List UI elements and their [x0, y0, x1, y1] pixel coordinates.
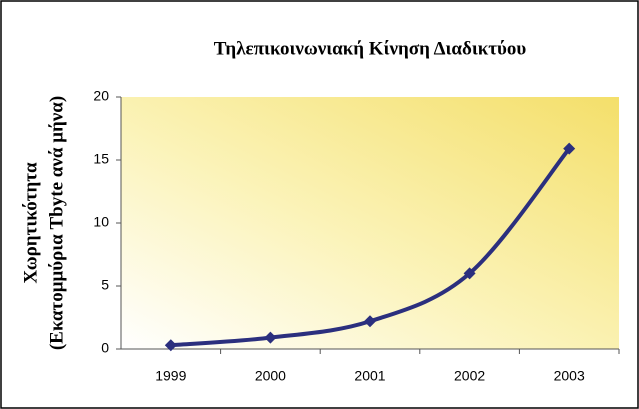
data-point: [563, 142, 576, 155]
plot-area: [121, 97, 619, 349]
y-tick-label: 0: [101, 340, 109, 356]
y-tick-label: 20: [93, 88, 109, 104]
data-point: [164, 339, 177, 352]
data-point: [463, 267, 476, 280]
x-tick-label: 2000: [255, 368, 286, 384]
y-axis-label: Χωρητικότητα: [20, 162, 41, 284]
y-tick-label: 5: [101, 277, 109, 293]
y-tick-label: 10: [93, 214, 109, 230]
data-point: [364, 315, 376, 328]
x-tick-label: 2002: [454, 368, 485, 384]
chart-title: Τηλεπικοινωνιακή Κίνηση Διαδικτύου: [214, 38, 527, 59]
y-axis-label: (Εκατομμύρια Tbyte ανά μήνα): [46, 96, 67, 350]
x-tick-label: 1999: [155, 368, 186, 384]
y-tick-label: 15: [93, 151, 109, 167]
data-point: [264, 331, 277, 344]
x-tick-label: 2001: [354, 368, 385, 384]
x-tick-label: 2003: [554, 368, 585, 384]
data-line: [170, 147, 571, 348]
